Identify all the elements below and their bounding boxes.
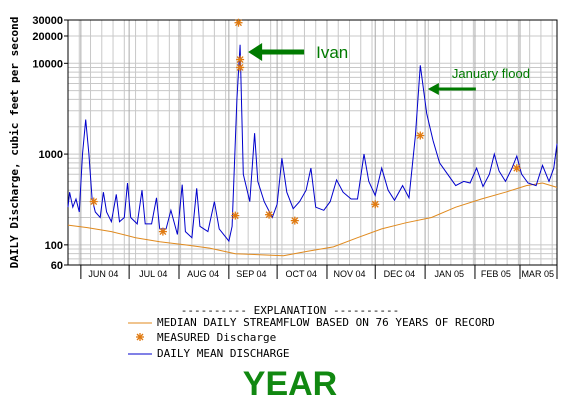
x-tick-label: JUL 04 (139, 269, 167, 279)
marker-stroke (159, 228, 167, 236)
legend: ---------- EXPLANATION ----------MEDIAN … (128, 304, 495, 360)
measured-marker (416, 131, 425, 140)
measured-marker (231, 211, 240, 220)
series-lines (67, 44, 558, 257)
x-tick-label: MAR 05 (521, 269, 554, 279)
x-tick-labels: JUN 04 JUL 04 AUG 04 SEP 04 OCT 04 NOV 04 DEC … (88, 269, 554, 279)
year-caption: YEAR (243, 365, 337, 400)
y-tick-label: 10000 (32, 58, 63, 70)
january-flood-annotation: January flood (452, 66, 530, 81)
marker-stroke (236, 56, 244, 64)
legend-daily-mean-label: DAILY MEAN DISCHARGE (157, 347, 289, 360)
y-tick-labels: 60 100 1000 10000 20000 30000 (32, 15, 68, 272)
marker-stroke (231, 212, 239, 220)
annotations: Ivan January flood (248, 43, 530, 95)
y-tick-label: 30000 (32, 15, 63, 27)
measured-marker (371, 200, 380, 209)
x-tick-label: AUG 04 (187, 269, 219, 279)
grid (67, 19, 557, 266)
plot-frame (67, 19, 558, 266)
marker-stroke (90, 198, 98, 206)
y-tick-label: 60 (51, 260, 63, 272)
x-tick-label: FEB 05 (481, 269, 511, 279)
measured-marker (89, 197, 98, 206)
x-tick-label: DEC 04 (384, 269, 416, 279)
month-dividers (80, 20, 558, 279)
measured-marker (236, 55, 245, 64)
y-axis-label: DAILY Discharge, cubic feet per second (8, 17, 21, 269)
marker-stroke (291, 217, 299, 225)
x-tick-label: JAN 05 (434, 269, 464, 279)
y-tick-label: 20000 (32, 31, 63, 43)
ivan-arrow-head (248, 43, 263, 61)
measured-markers (89, 18, 521, 236)
marker-stroke (371, 200, 379, 208)
daily-mean-discharge-line (67, 44, 558, 243)
marker-stroke (136, 333, 144, 341)
marker-stroke (236, 64, 244, 71)
flood-arrow-head (427, 83, 439, 95)
measured-marker (512, 164, 521, 173)
marker-stroke (416, 132, 424, 140)
x-tick-label: SEP 04 (236, 269, 266, 279)
x-tick-label: OCT 04 (286, 269, 317, 279)
ivan-annotation: Ivan (316, 43, 348, 62)
measured-marker (290, 216, 299, 225)
legend-title: ---------- EXPLANATION ---------- (181, 304, 400, 317)
x-tick-label: NOV 04 (333, 269, 365, 279)
legend-measured-swatch (136, 333, 144, 341)
x-tick-label: JUN 04 (88, 269, 118, 279)
measured-marker (158, 227, 167, 236)
legend-median-label: MEDIAN DAILY STREAMFLOW BASED ON 76 YEAR… (157, 316, 495, 329)
marker-stroke (235, 19, 242, 27)
measured-marker (234, 18, 243, 27)
median-streamflow-line (67, 182, 558, 257)
y-tick-label: 1000 (39, 149, 63, 161)
marker-stroke (513, 164, 521, 172)
legend-measured-label: MEASURED Discharge (157, 331, 276, 344)
measured-marker (265, 210, 274, 219)
y-tick-label: 100 (45, 240, 63, 252)
measured-marker (236, 63, 245, 72)
marker-stroke (265, 211, 273, 219)
